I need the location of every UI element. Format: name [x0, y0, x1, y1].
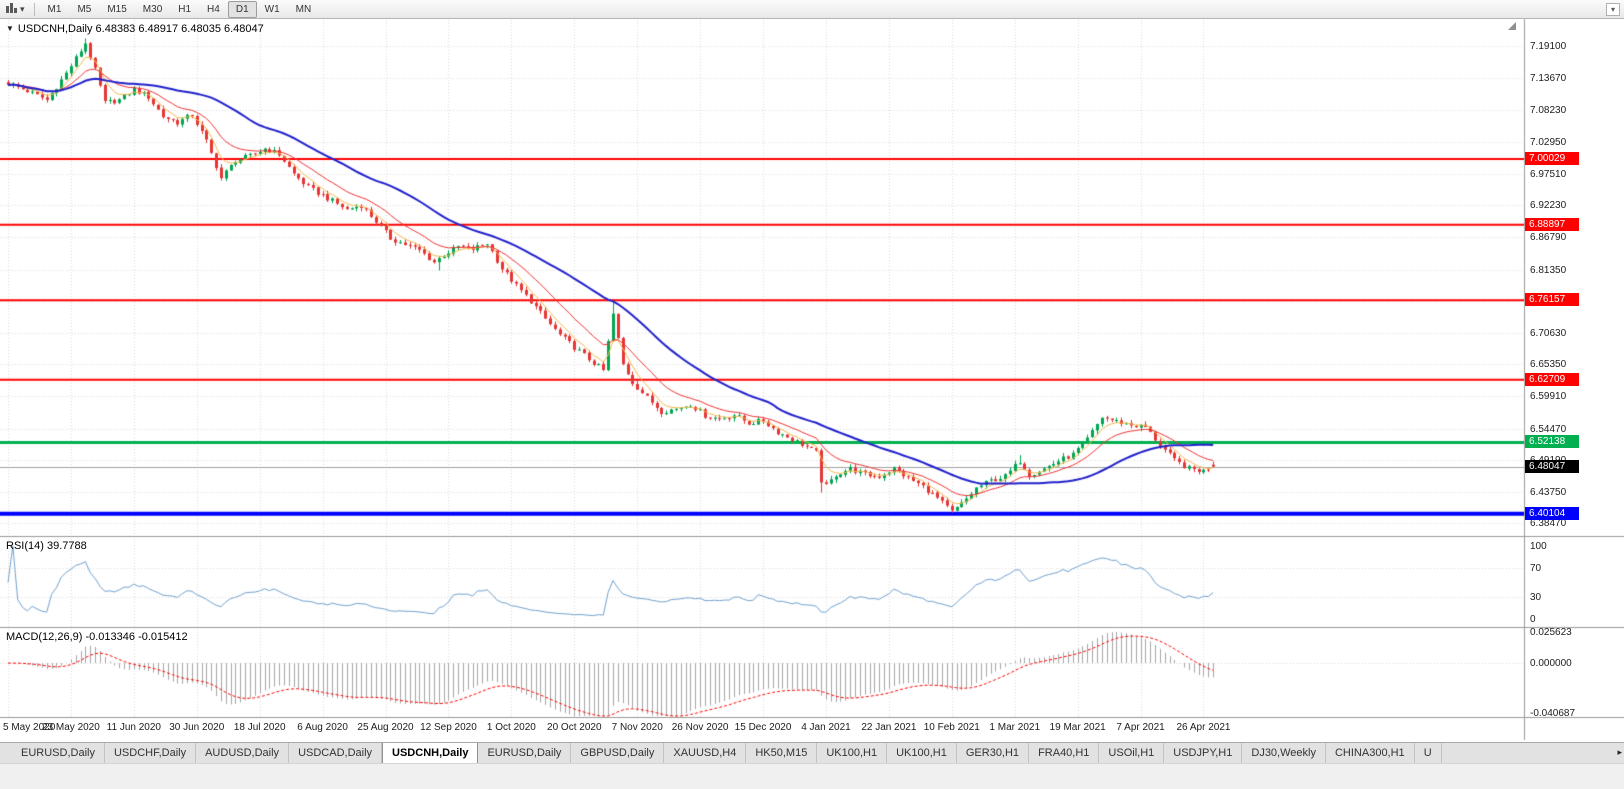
chart-tab-usdcnh-daily[interactable]: USDCNH,Daily — [382, 743, 479, 763]
chart-tab-eurusd-daily[interactable]: EURUSD,Daily — [12, 743, 105, 763]
chart-tab-fra40-h1[interactable]: FRA40,H1 — [1029, 743, 1100, 763]
chart-tab-ger30-h1[interactable]: GER30,H1 — [957, 743, 1030, 763]
timeframe-toolbar: ▾ M1 M5 M15 M30 H1 H4 D1 W1 MN ▾ — [0, 0, 1624, 19]
timeframe-buttons: M1 M5 M15 M30 H1 H4 D1 W1 MN — [40, 0, 320, 18]
chart-tab-eurusd-daily[interactable]: EURUSD,Daily — [478, 743, 572, 763]
toolbar-separator — [33, 2, 35, 16]
timeframe-button-mn[interactable]: MN — [295, 3, 312, 15]
macd-label: MACD(12,26,9) -0.013346 -0.015412 — [6, 631, 188, 643]
chart-tab-uk100-h1[interactable]: UK100,H1 — [887, 743, 957, 763]
chart-tab-dj30-weekly[interactable]: DJ30,Weekly — [1242, 743, 1326, 763]
timeframe-button-h1[interactable]: H1 — [178, 3, 192, 15]
tab-scroll-right-icon[interactable]: ▸ — [1617, 747, 1622, 757]
chart-title: ▼ USDCNH,Daily 6.48383 6.48917 6.48035 6.… — [6, 23, 264, 35]
toolbar-overflow-icon[interactable]: ▾ — [1606, 2, 1620, 16]
candlestick-chart-icon[interactable] — [6, 3, 17, 13]
chart-tabbar: EURUSD,Daily USDCHF,Daily AUDUSD,Daily USDC… — [0, 742, 1624, 763]
one-click-trading-icon[interactable]: ▼ — [6, 24, 14, 33]
rsi-label: RSI(14) 39.7788 — [6, 540, 87, 552]
timeframe-button-h4[interactable]: H4 — [207, 3, 220, 15]
timeframe-button-m5[interactable]: M5 — [77, 3, 92, 15]
timeframe-button-m30[interactable]: M30 — [142, 3, 163, 15]
chart-shift-marker[interactable] — [1508, 22, 1516, 30]
chart-tab-usoil-h1[interactable]: USOil,H1 — [1099, 743, 1165, 763]
timeframe-button-m15[interactable]: M15 — [107, 3, 127, 15]
chart-type-dropdown-caret[interactable]: ▾ — [20, 3, 25, 14]
chart-tab-usdchf-daily[interactable]: USDCHF,Daily — [105, 743, 197, 763]
chart-tab-hk50-m15[interactable]: HK50,M15 — [746, 743, 818, 763]
chart-tab-xauusd-h4[interactable]: XAUUSD,H4 — [664, 743, 747, 763]
chart-symbol-ohlc: USDCNH,Daily 6.48383 6.48917 6.48035 6.4… — [17, 23, 264, 35]
chart-tab-u[interactable]: U — [1415, 743, 1442, 763]
status-bar — [0, 763, 1624, 789]
chart-tabs: EURUSD,Daily USDCHF,Daily AUDUSD,Daily USDC… — [12, 743, 1442, 763]
chart-tab-usdjpy-h1[interactable]: USDJPY,H1 — [1164, 743, 1243, 763]
timeframe-button-m1[interactable]: M1 — [47, 3, 62, 15]
chart-tab-gbpusd-daily[interactable]: GBPUSD,Daily — [571, 743, 665, 763]
chart-tab-audusd-daily[interactable]: AUDUSD,Daily — [196, 743, 290, 763]
chart-tab-usdcad-daily[interactable]: USDCAD,Daily — [289, 743, 383, 763]
chart-tab-uk100-h1[interactable]: UK100,H1 — [817, 743, 888, 763]
current-price-tag: 6.48047 — [1525, 459, 1579, 473]
timeframe-button-w1[interactable]: W1 — [264, 3, 280, 15]
timeframe-button-d1[interactable]: D1 — [227, 0, 257, 18]
chart-canvas[interactable] — [0, 0, 1624, 744]
chart-tab-china300-h1[interactable]: CHINA300,H1 — [1326, 743, 1415, 763]
